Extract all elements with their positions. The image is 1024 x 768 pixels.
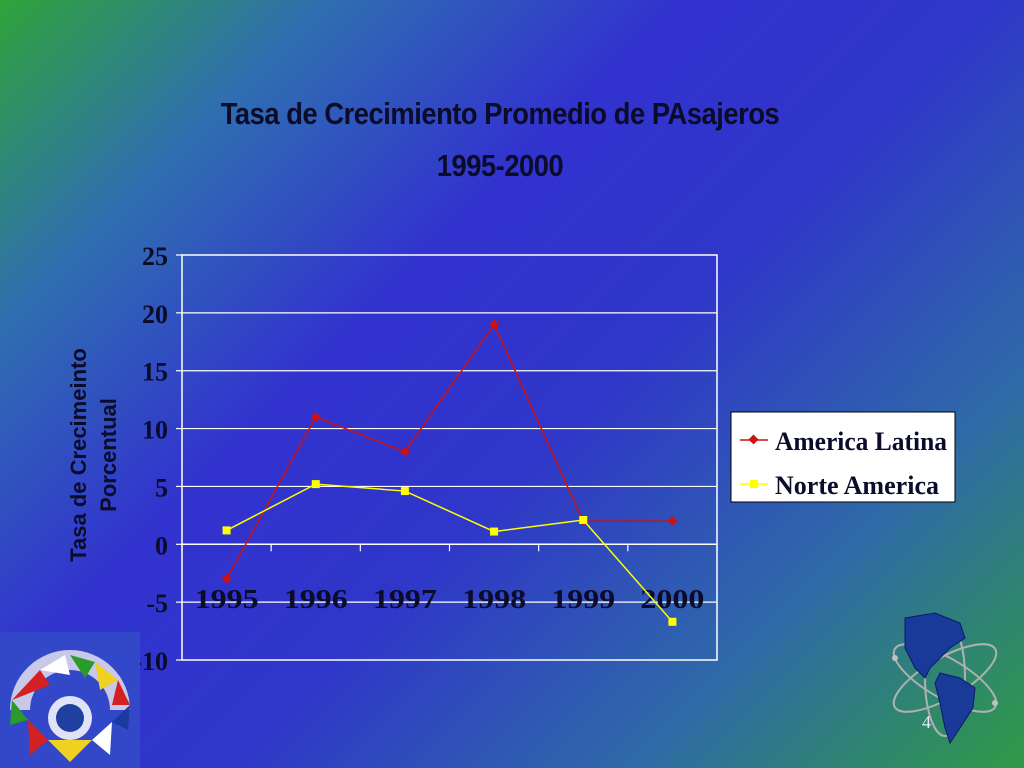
legend-label-america-latina: America Latina bbox=[775, 427, 947, 456]
data-point bbox=[667, 516, 678, 527]
data-point bbox=[310, 412, 321, 422]
data-point bbox=[400, 487, 409, 496]
data-point bbox=[311, 480, 320, 489]
series-layer bbox=[221, 319, 678, 626]
data-point bbox=[489, 319, 500, 330]
chart-subtitle: 1995-2000 bbox=[436, 148, 564, 183]
y-axis-label-line1: Tasa de Crecimeinto bbox=[66, 348, 91, 562]
y-tick-label: -5 bbox=[146, 589, 168, 618]
data-point bbox=[668, 617, 677, 626]
data-point bbox=[399, 446, 410, 457]
data-point bbox=[490, 527, 499, 536]
x-tick-label: 1999 bbox=[551, 584, 615, 614]
x-tick-label: 2000 bbox=[640, 584, 704, 614]
data-point bbox=[221, 574, 232, 584]
plot-area bbox=[181, 254, 718, 661]
y-tick-label: 15 bbox=[142, 358, 168, 387]
x-tick-label: 1998 bbox=[462, 584, 526, 614]
data-point bbox=[222, 526, 231, 535]
y-tick-label: 5 bbox=[155, 473, 168, 502]
series-line-1 bbox=[226, 483, 673, 623]
slide-number: 4 bbox=[922, 712, 931, 732]
legend: America Latina Norte America bbox=[730, 411, 956, 503]
y-axis-label-line2: Porcentual bbox=[96, 398, 121, 512]
legend-marker-norte-america bbox=[750, 480, 758, 488]
legend-marker-america-latina bbox=[748, 434, 759, 445]
y-tick-label: 25 bbox=[142, 242, 168, 271]
x-tick-label: 1995 bbox=[195, 584, 259, 614]
legend-box bbox=[730, 411, 956, 503]
globe-logo bbox=[892, 612, 998, 745]
series-line-0 bbox=[225, 322, 673, 580]
chart-title: Tasa de Crecimiento Promedio de PAsajero… bbox=[220, 96, 780, 131]
x-tick-label: 1997 bbox=[373, 584, 437, 614]
y-tick-label: 0 bbox=[155, 531, 168, 560]
y-tick-label: 10 bbox=[142, 416, 168, 445]
x-tick-label: 1996 bbox=[284, 584, 348, 614]
flags-emblem bbox=[0, 632, 140, 768]
data-point bbox=[579, 515, 588, 524]
x-axis: 1995 1996 1997 1998 1999 2000 bbox=[181, 543, 718, 614]
y-tick-label: 20 bbox=[142, 300, 168, 329]
legend-label-norte-america: Norte America bbox=[775, 471, 939, 500]
